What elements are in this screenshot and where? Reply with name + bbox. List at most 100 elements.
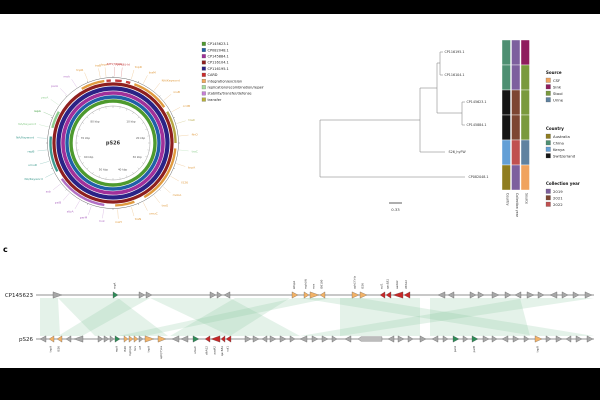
gene-arrow xyxy=(523,335,530,343)
legend-label: CP116195.1 xyxy=(208,67,229,71)
heatmap-cell xyxy=(520,64,530,91)
outer-tick xyxy=(137,81,139,83)
gene-arrow xyxy=(442,335,449,343)
gene-label-leader xyxy=(176,120,186,124)
heatmap-cell xyxy=(501,164,511,191)
gene-arrow xyxy=(491,335,498,343)
gene-arrow xyxy=(351,291,360,299)
gene-label-leader xyxy=(39,161,50,165)
gene-label-leader xyxy=(153,195,160,203)
gene-label: traG xyxy=(162,203,169,207)
gene-arrow xyxy=(56,335,63,343)
heatmap-cell xyxy=(501,114,511,141)
gene-label: yacA xyxy=(41,96,49,100)
gene-arrow xyxy=(561,291,569,299)
gene-label: APH(3'')-Ib xyxy=(106,62,122,66)
outer-tick xyxy=(87,81,89,83)
gene-label: parM xyxy=(80,216,88,220)
gene-arrow xyxy=(291,291,299,299)
legend-label: China xyxy=(553,140,564,145)
legend-label: Australia xyxy=(553,134,570,139)
annotation-arc xyxy=(115,79,122,83)
gene-arrow xyxy=(244,335,252,343)
gene-label: NA/Keyword xyxy=(162,79,180,83)
gene-label-leader xyxy=(88,205,92,215)
kbp-label: 80 kbp xyxy=(90,120,100,124)
legend-swatch xyxy=(545,201,551,207)
gene-label: traC xyxy=(192,149,198,153)
gene-arrow xyxy=(223,291,231,299)
gene-arrow-label: qacEΔ1 xyxy=(220,346,224,356)
legend-label: Kenya xyxy=(553,147,565,152)
panel-b-phylogenetic-tree: CP116195.1 CP116104.1 CP145623.1 CP145884.1… xyxy=(319,39,530,218)
gene-arrow-label: aadA2 xyxy=(213,346,217,355)
gene-arrow xyxy=(357,336,383,342)
gene-arrow xyxy=(586,335,594,343)
gene-label: NA/Keyword xyxy=(24,177,42,181)
legend-label: integration/excision xyxy=(208,79,243,83)
gene-label-leader xyxy=(60,88,67,96)
gene-label: parA xyxy=(51,84,59,88)
gene-label-leader xyxy=(131,206,135,217)
legend-label: CP145884.1 xyxy=(208,55,229,59)
synteny-ribbon xyxy=(300,298,594,336)
scale-tick xyxy=(98,108,100,111)
gene-arrow xyxy=(210,335,221,343)
gene-arrow-label: mph(A) xyxy=(304,279,308,289)
gene-arrow xyxy=(331,335,338,343)
ring-CP116195.1 xyxy=(56,86,170,200)
gene-label-leader xyxy=(63,193,70,201)
gene-arrow xyxy=(204,335,211,343)
gene-arrow xyxy=(537,291,545,299)
gene-arrow xyxy=(309,291,320,299)
scale-tick xyxy=(78,156,81,158)
gene-arrow xyxy=(209,291,217,299)
legend-swatch xyxy=(201,66,206,71)
gene-arrow-label: aph(3')-Ia xyxy=(353,276,357,289)
gene-label-leader xyxy=(163,186,171,193)
legend-label: 2019 xyxy=(553,189,563,194)
ring-CP082048.1 xyxy=(65,95,161,191)
gene-label-leader xyxy=(120,67,123,78)
gene-arrow xyxy=(48,335,55,343)
legend-swatch xyxy=(545,140,551,146)
gene-label-leader xyxy=(37,149,47,152)
heatmap-cell xyxy=(520,89,530,116)
scale-tick xyxy=(78,128,81,130)
outer-tick xyxy=(173,167,175,169)
legend-swatch xyxy=(201,79,206,83)
legend-label: transfer xyxy=(208,98,222,102)
legend-label: Stool xyxy=(553,91,563,96)
gene-arrow-label: sul1 xyxy=(380,283,384,289)
legend-country-title: Country xyxy=(546,126,564,131)
gene-arrow xyxy=(128,335,134,343)
legend-swatch xyxy=(201,41,206,46)
gene-label: mok xyxy=(63,75,70,79)
gene-arrow xyxy=(491,291,500,299)
heatmap-cell xyxy=(511,114,521,141)
scale-tick xyxy=(142,162,144,164)
outer-tick xyxy=(87,203,89,205)
gene-label-leader xyxy=(98,68,101,78)
gene-label: ccdB xyxy=(183,104,190,108)
gene-label: traM xyxy=(149,71,156,75)
synteny-ribbon xyxy=(118,298,330,336)
scale-tick xyxy=(82,122,84,124)
outer-tick xyxy=(65,189,67,191)
gene-arrow xyxy=(220,335,226,343)
gene-label-leader xyxy=(153,83,160,91)
gene-arrow xyxy=(311,335,319,343)
scale-tick xyxy=(137,116,140,119)
synteny-ribbon xyxy=(58,298,168,336)
gene-arrow xyxy=(359,291,368,299)
heatmap-cell xyxy=(520,39,530,66)
kbp-label: 10 kbp xyxy=(126,120,136,124)
outer-tick xyxy=(137,203,139,205)
gene-arrow-label: IS6100 xyxy=(320,279,324,289)
gene-arrow xyxy=(504,291,512,299)
legend-swatch xyxy=(545,90,551,96)
gene-arrow xyxy=(471,335,479,343)
synteny-ribbon xyxy=(170,298,290,336)
legend-label: CARD xyxy=(208,73,218,77)
